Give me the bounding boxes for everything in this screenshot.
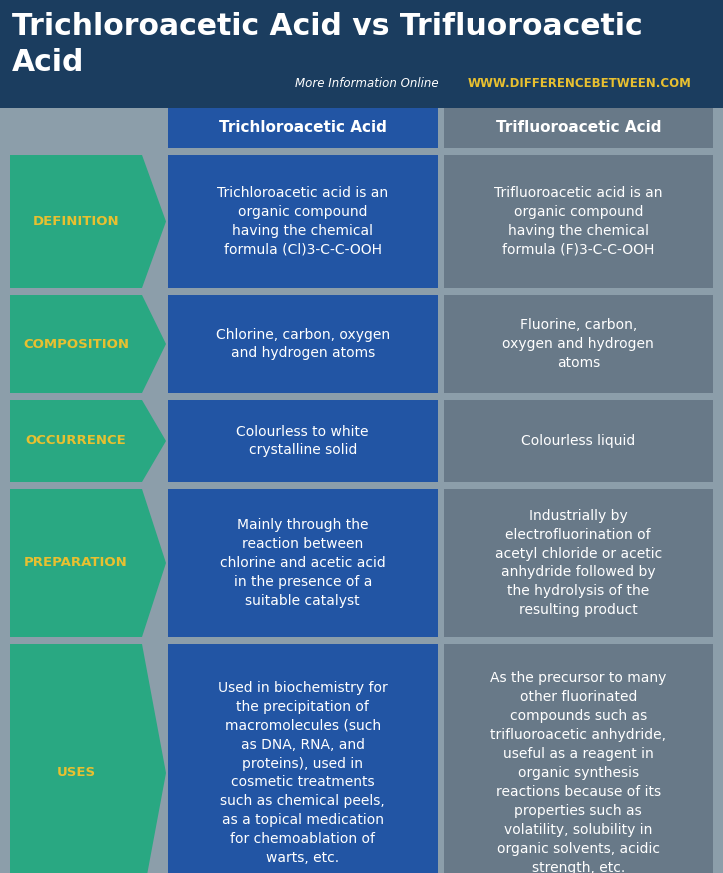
FancyBboxPatch shape: [168, 644, 437, 873]
Text: More Information Online: More Information Online: [295, 77, 439, 90]
FancyBboxPatch shape: [443, 644, 713, 873]
Text: WWW.DIFFERENCEBETWEEN.COM: WWW.DIFFERENCEBETWEEN.COM: [468, 77, 692, 90]
FancyBboxPatch shape: [443, 489, 713, 637]
Text: Mainly through the
reaction between
chlorine and acetic acid
in the presence of : Mainly through the reaction between chlo…: [220, 518, 385, 608]
Text: Chlorine, carbon, oxygen
and hydrogen atoms: Chlorine, carbon, oxygen and hydrogen at…: [215, 327, 390, 361]
FancyBboxPatch shape: [443, 400, 713, 482]
Text: Trichloroacetic Acid vs Trifluoroacetic: Trichloroacetic Acid vs Trifluoroacetic: [12, 12, 643, 41]
Text: Used in biochemistry for
the precipitation of
macromolecules (such
as DNA, RNA, : Used in biochemistry for the precipitati…: [218, 681, 388, 865]
Text: Colourless to white
crystalline solid: Colourless to white crystalline solid: [236, 424, 369, 457]
Text: OCCURRENCE: OCCURRENCE: [25, 435, 127, 448]
Polygon shape: [10, 155, 166, 288]
FancyBboxPatch shape: [443, 295, 713, 393]
Text: Trifluoroacetic Acid: Trifluoroacetic Acid: [495, 120, 661, 135]
Text: Colourless liquid: Colourless liquid: [521, 434, 636, 448]
Text: PREPARATION: PREPARATION: [24, 556, 128, 569]
FancyBboxPatch shape: [168, 108, 437, 148]
FancyBboxPatch shape: [168, 400, 437, 482]
FancyBboxPatch shape: [168, 489, 437, 637]
Text: DEFINITION: DEFINITION: [33, 215, 119, 228]
Text: Fluorine, carbon,
oxygen and hydrogen
atoms: Fluorine, carbon, oxygen and hydrogen at…: [502, 318, 654, 370]
FancyBboxPatch shape: [0, 0, 723, 108]
Text: Trichloroacetic Acid: Trichloroacetic Acid: [219, 120, 387, 135]
Polygon shape: [10, 644, 166, 873]
Polygon shape: [10, 295, 166, 393]
Text: COMPOSITION: COMPOSITION: [23, 338, 129, 350]
FancyBboxPatch shape: [443, 155, 713, 288]
FancyBboxPatch shape: [443, 108, 713, 148]
FancyBboxPatch shape: [168, 295, 437, 393]
Text: Trifluoroacetic acid is an
organic compound
having the chemical
formula (F)3-C-C: Trifluoroacetic acid is an organic compo…: [494, 186, 662, 257]
Polygon shape: [10, 489, 166, 637]
Text: Industrially by
electrofluorination of
acetyl chloride or acetic
anhydride follo: Industrially by electrofluorination of a…: [495, 509, 662, 617]
FancyBboxPatch shape: [168, 155, 437, 288]
Text: Trichloroacetic acid is an
organic compound
having the chemical
formula (Cl)3-C-: Trichloroacetic acid is an organic compo…: [217, 186, 388, 257]
Text: USES: USES: [56, 766, 95, 780]
Text: As the precursor to many
other fluorinated
compounds such as
trifluoroacetic anh: As the precursor to many other fluorinat…: [490, 671, 667, 873]
Text: Acid: Acid: [12, 48, 85, 77]
Polygon shape: [10, 400, 166, 482]
